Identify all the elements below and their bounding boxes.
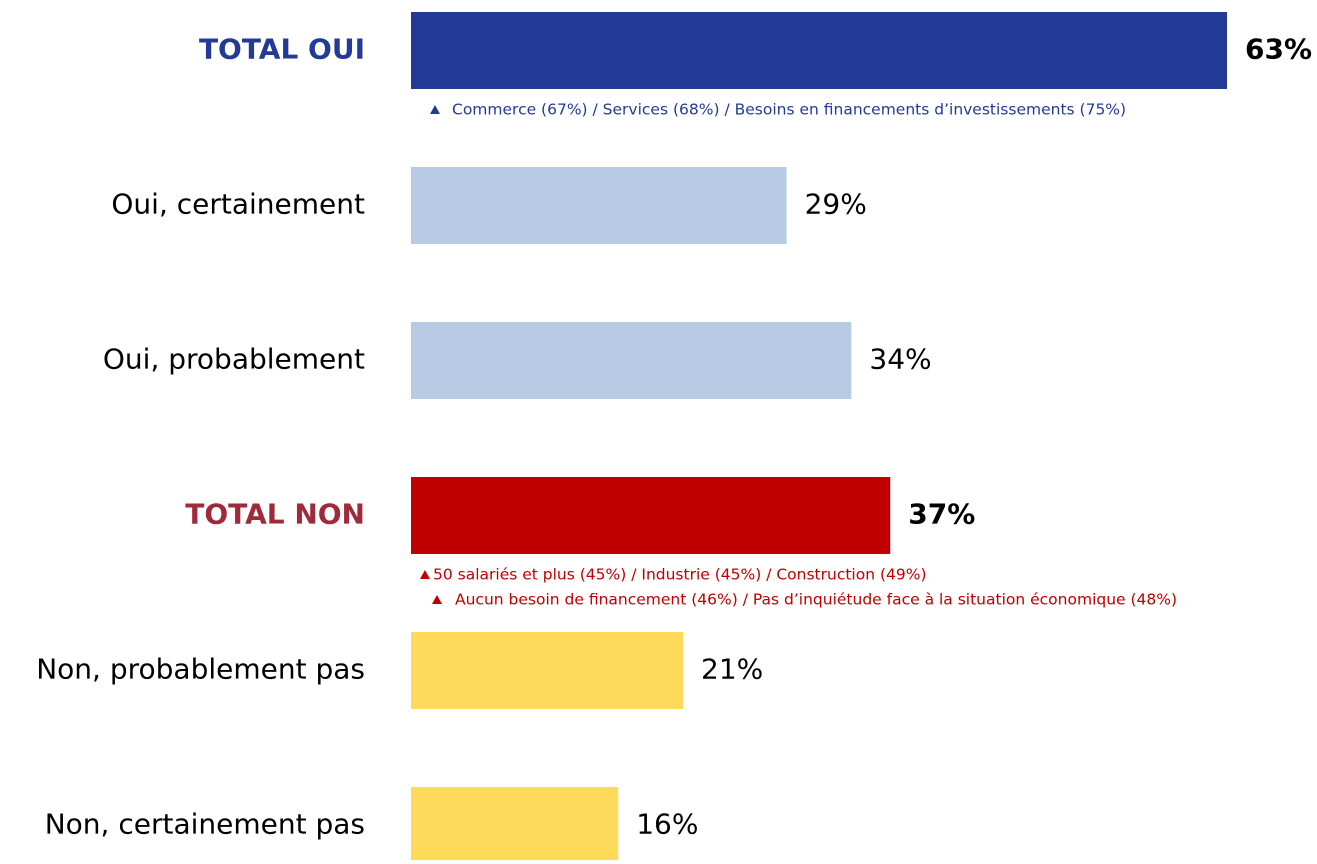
bar — [411, 322, 852, 399]
category-label: Oui, certainement — [111, 188, 365, 221]
bar — [411, 787, 619, 864]
annotation: 50 salariés et plus (45%) / Industrie (4… — [433, 566, 927, 584]
annotation: Commerce (67%) / Services (68%) / Besoin… — [452, 101, 1126, 119]
value-label: 37% — [908, 498, 975, 531]
bar — [411, 477, 891, 554]
annotation-marker — [430, 105, 440, 114]
category-label: Non, certainement pas — [45, 808, 365, 841]
value-label: 34% — [869, 343, 931, 376]
annotation-marker — [420, 570, 430, 579]
value-label: 29% — [805, 188, 867, 221]
annotation-marker — [432, 595, 442, 604]
value-label: 16% — [636, 808, 698, 841]
category-label: TOTAL NON — [185, 498, 365, 531]
category-label: Non, probablement pas — [36, 653, 365, 686]
category-label: Oui, probablement — [103, 343, 365, 376]
annotation: Aucun besoin de financement (46%) / Pas … — [455, 591, 1177, 609]
bar — [411, 632, 683, 709]
bar — [411, 12, 1227, 89]
category-label: TOTAL OUI — [199, 33, 365, 66]
value-label: 63% — [1245, 33, 1312, 66]
value-label: 21% — [701, 653, 763, 686]
bar — [411, 167, 787, 244]
